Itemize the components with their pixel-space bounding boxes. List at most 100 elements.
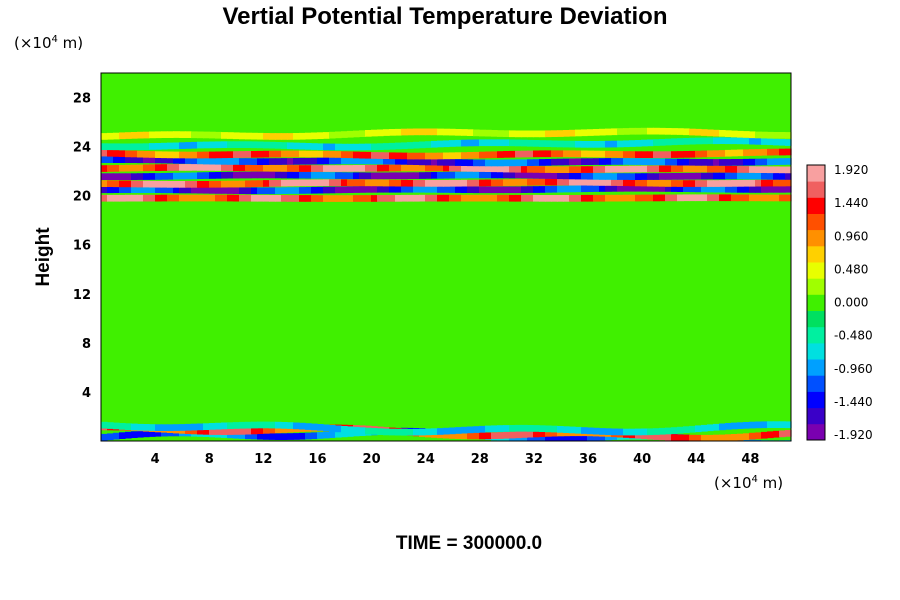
field-cell bbox=[701, 172, 708, 180]
field-cell bbox=[557, 426, 564, 433]
field-cell bbox=[389, 164, 396, 172]
field-cell bbox=[527, 166, 534, 173]
field-cell bbox=[737, 130, 744, 138]
field-cell bbox=[653, 194, 660, 202]
field-cell bbox=[569, 140, 576, 148]
field-cell bbox=[305, 165, 312, 172]
field-cell bbox=[509, 194, 516, 202]
field-cell bbox=[425, 164, 432, 172]
colorbar-swatch bbox=[807, 359, 825, 376]
field-cell bbox=[305, 423, 312, 430]
field-cell bbox=[467, 152, 474, 159]
field-cell bbox=[191, 194, 198, 202]
field-cell bbox=[335, 430, 342, 438]
field-cell bbox=[209, 194, 216, 202]
field-cell bbox=[431, 180, 438, 187]
field-cell bbox=[413, 141, 420, 149]
field-cell bbox=[485, 151, 492, 159]
field-cell bbox=[287, 187, 294, 194]
field-cell bbox=[299, 157, 306, 165]
plot-frame bbox=[100, 72, 792, 442]
field-cell bbox=[101, 173, 108, 180]
field-cell bbox=[671, 180, 678, 187]
field-cell bbox=[293, 179, 300, 187]
field-cell bbox=[101, 194, 108, 202]
field-cell bbox=[449, 194, 456, 202]
field-cell bbox=[767, 158, 774, 166]
field-cell bbox=[149, 143, 156, 150]
field-cell bbox=[353, 165, 360, 172]
field-cell bbox=[611, 140, 618, 148]
field-cell bbox=[245, 432, 252, 440]
field-cell bbox=[167, 181, 174, 188]
field-cell bbox=[749, 166, 756, 173]
field-cell bbox=[401, 185, 408, 193]
field-cell bbox=[371, 143, 378, 151]
x-tick-label: 20 bbox=[363, 452, 381, 467]
field-cell bbox=[305, 432, 312, 440]
field-cell bbox=[107, 194, 114, 202]
field-cell bbox=[779, 194, 786, 202]
field-cell bbox=[443, 186, 450, 193]
field-cell bbox=[509, 130, 516, 138]
field-cell bbox=[149, 186, 156, 193]
field-cell bbox=[521, 166, 528, 173]
field-cell bbox=[227, 171, 234, 179]
field-cell bbox=[251, 132, 258, 140]
field-cell bbox=[617, 179, 624, 186]
time-label: TIME = 300000.0 bbox=[396, 533, 542, 554]
field-cell bbox=[359, 143, 366, 151]
field-cell bbox=[131, 186, 138, 193]
field-cell bbox=[749, 172, 756, 180]
field-cell bbox=[227, 151, 234, 158]
field-cell bbox=[407, 185, 414, 193]
field-cell bbox=[155, 173, 162, 180]
field-cell bbox=[419, 180, 426, 187]
field-cell bbox=[539, 150, 546, 158]
field-cell bbox=[119, 132, 126, 140]
field-cell bbox=[749, 137, 756, 145]
field-cell bbox=[233, 151, 240, 158]
field-cell bbox=[551, 425, 558, 433]
field-cell bbox=[497, 179, 504, 187]
field-cell bbox=[299, 432, 306, 440]
y-tick-label: 4 bbox=[82, 386, 91, 401]
field-cell bbox=[383, 195, 390, 202]
field-cell bbox=[785, 139, 792, 146]
field-cell bbox=[659, 185, 666, 192]
field-cell bbox=[707, 172, 714, 180]
field-cell bbox=[755, 421, 762, 429]
field-cell bbox=[197, 181, 204, 188]
colorbar-tick-label: -0.480 bbox=[834, 329, 873, 343]
field-cell bbox=[581, 178, 588, 186]
field-cell bbox=[215, 180, 222, 188]
field-cell bbox=[221, 132, 228, 139]
field-cell bbox=[251, 151, 258, 158]
field-cell bbox=[737, 172, 744, 180]
field-cell bbox=[683, 426, 690, 433]
field-cell bbox=[755, 186, 762, 193]
field-cell bbox=[341, 131, 348, 138]
field-cell bbox=[377, 185, 384, 193]
field-cell bbox=[245, 171, 252, 179]
field-cell bbox=[317, 165, 324, 172]
field-cell bbox=[299, 150, 306, 158]
field-cell bbox=[353, 186, 360, 193]
field-cell bbox=[773, 173, 780, 180]
field-cell bbox=[467, 186, 474, 193]
field-cell bbox=[557, 429, 564, 437]
field-cell bbox=[671, 158, 678, 166]
field-cell bbox=[191, 151, 198, 159]
field-cell bbox=[311, 157, 318, 165]
field-cell bbox=[533, 140, 540, 147]
field-cell bbox=[323, 143, 330, 151]
field-cell bbox=[551, 429, 558, 437]
field-cell bbox=[245, 194, 252, 202]
field-cell bbox=[617, 194, 624, 202]
field-cell bbox=[137, 180, 144, 188]
field-cell bbox=[509, 165, 516, 173]
field-cell bbox=[395, 152, 402, 160]
field-cell bbox=[401, 128, 408, 136]
field-cell bbox=[191, 181, 198, 188]
field-cell bbox=[383, 164, 390, 172]
